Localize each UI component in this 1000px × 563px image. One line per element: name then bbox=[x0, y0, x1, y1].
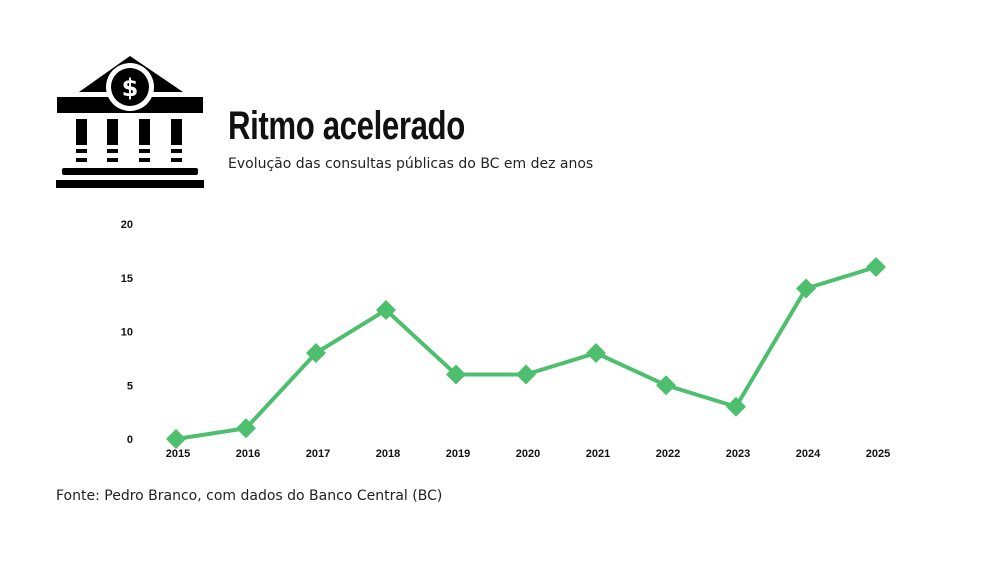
data-point bbox=[516, 364, 536, 385]
x-tick-label: 2018 bbox=[376, 448, 400, 460]
x-tick-label: 2017 bbox=[306, 448, 330, 460]
y-tick-label: 10 bbox=[121, 327, 133, 339]
bank-dollar-icon: $ bbox=[56, 56, 204, 188]
data-point bbox=[446, 364, 466, 385]
data-point bbox=[796, 278, 816, 299]
y-tick-label: 20 bbox=[121, 219, 133, 231]
y-tick-label: 5 bbox=[127, 380, 133, 392]
x-tick-label: 2016 bbox=[236, 448, 260, 460]
series-line bbox=[175, 265, 877, 441]
x-tick-label: 2019 bbox=[446, 448, 470, 460]
data-point bbox=[376, 300, 396, 320]
data-point bbox=[306, 343, 326, 363]
x-tick-label: 2024 bbox=[796, 448, 821, 460]
x-tick-label: 2021 bbox=[586, 448, 610, 460]
chart-title: Ritmo acelerado bbox=[228, 104, 465, 148]
data-point bbox=[236, 418, 256, 439]
data-point bbox=[656, 375, 676, 396]
x-tick-label: 2022 bbox=[656, 448, 680, 460]
data-point bbox=[866, 257, 886, 277]
x-tick-label: 2025 bbox=[866, 448, 890, 460]
source-note: Fonte: Pedro Branco, com dados do Banco … bbox=[56, 488, 443, 504]
x-tick-label: 2020 bbox=[516, 448, 540, 460]
data-point bbox=[166, 429, 186, 449]
y-tick-label: 15 bbox=[121, 273, 133, 285]
data-point bbox=[586, 343, 606, 363]
chart-subtitle: Evolução das consultas públicas do BC em… bbox=[228, 156, 594, 172]
y-tick-label: 0 bbox=[127, 434, 133, 446]
x-tick-label: 2023 bbox=[726, 448, 750, 460]
data-point bbox=[726, 396, 746, 417]
svg-text:$: $ bbox=[122, 74, 139, 102]
x-tick-label: 2015 bbox=[166, 448, 190, 460]
